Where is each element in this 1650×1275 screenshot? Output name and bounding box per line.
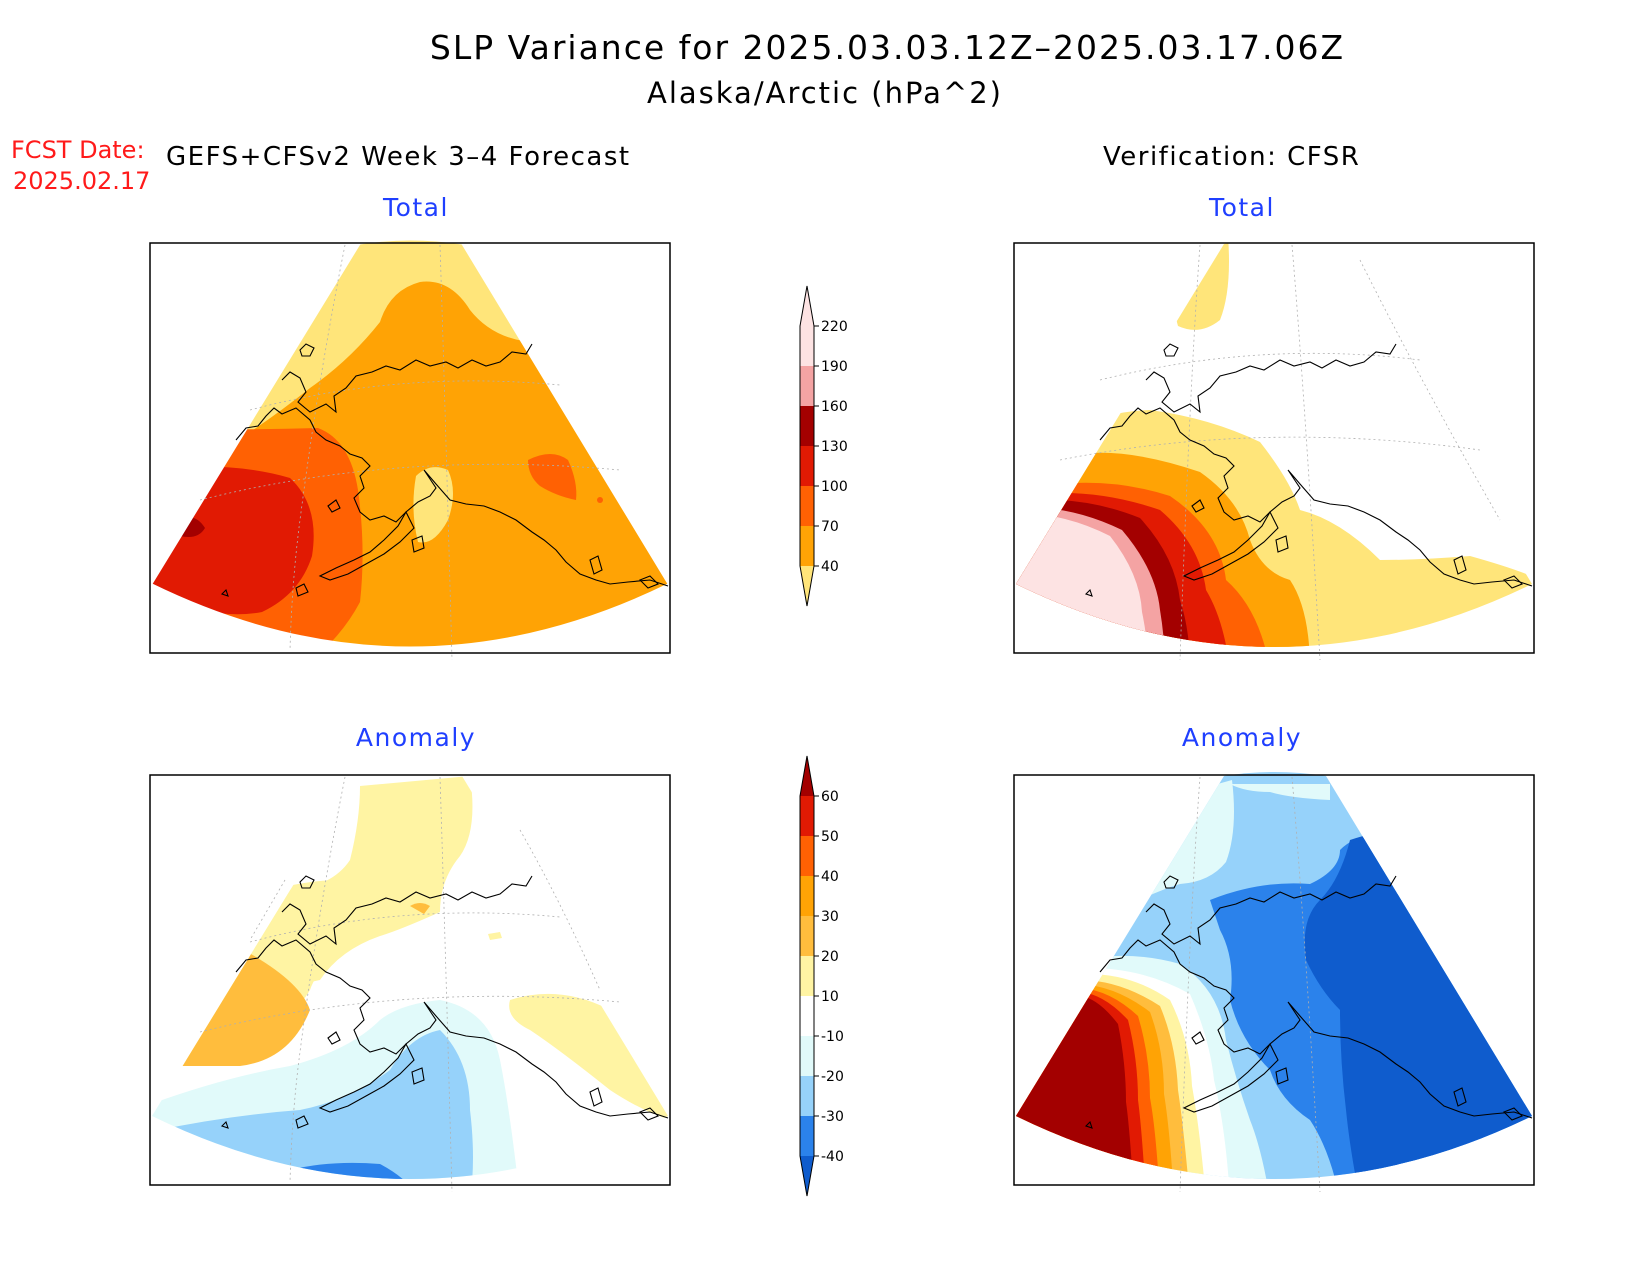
colorbar-swatch [800, 836, 814, 876]
figure-title: SLP Variance for 2025.03.03.12Z–2025.03.… [429, 28, 1346, 67]
colorbar-swatch [800, 526, 814, 566]
colorbar-tick-label: 130 [821, 439, 848, 455]
colorbar-swatch [800, 956, 814, 996]
colorbar-swatch [800, 286, 814, 326]
panel-title-forecast-total: Total [383, 193, 449, 222]
colorbar-tick-label: -30 [821, 1109, 844, 1125]
colorbar-swatch [800, 366, 814, 406]
verification-anomaly-map [1013, 772, 1535, 1193]
anomaly-colorbar: -40 -30 -20 -10 10 20 30 40 50 60 [799, 755, 844, 1197]
colorbar-swatch [800, 1036, 814, 1076]
colorbar-tick-label: 60 [821, 789, 839, 805]
panel-title-verification-total: Total [1209, 193, 1275, 222]
forecast-anomaly-map [149, 774, 671, 1193]
colorbar-swatch [800, 756, 814, 796]
forecast-column-header: GEFS+CFSv2 Week 3–4 Forecast [166, 142, 631, 172]
colorbar-tick-label: 30 [821, 909, 839, 925]
verification-total-map [1013, 240, 1535, 661]
fcst-date-label: FCST Date: [11, 136, 145, 164]
colorbar-swatch [800, 1076, 814, 1116]
figure-subtitle: Alaska/Arctic (hPa^2) [647, 76, 1003, 110]
colorbar-swatch [800, 876, 814, 916]
colorbar-tick-label: 40 [821, 869, 839, 885]
colorbar-tick-label: 100 [821, 479, 848, 495]
colorbar-swatch [800, 996, 814, 1036]
colorbar-swatch [800, 326, 814, 366]
colorbar-swatch [800, 406, 814, 446]
colorbar-swatch [800, 796, 814, 836]
colorbar-swatch [800, 446, 814, 486]
colorbar-swatch [800, 916, 814, 956]
colorbar-tick-label: 190 [821, 359, 848, 375]
colorbar-swatch [800, 566, 814, 606]
colorbar-tick-label: 20 [821, 949, 839, 965]
colorbar-swatch [800, 1116, 814, 1156]
colorbar-tick-label: 50 [821, 829, 839, 845]
colorbar-tick-label: 40 [821, 559, 839, 575]
colorbar-tick-label: 10 [821, 989, 839, 1005]
colorbar-tick-label: 70 [821, 519, 839, 535]
colorbar-tick-label: -10 [821, 1029, 844, 1045]
colorbar-swatch [800, 1156, 814, 1196]
colorbar-tick-label: -40 [821, 1149, 844, 1165]
verification-column-header: Verification: CFSR [1103, 142, 1361, 172]
colorbar-tick-label: 220 [821, 319, 848, 335]
colorbar-tick-label: 160 [821, 399, 848, 415]
colorbar-swatch [800, 486, 814, 526]
panel-title-verification-anomaly: Anomaly [1181, 723, 1303, 752]
forecast-total-map [149, 239, 671, 661]
fcst-date-value: 2025.02.17 [13, 167, 151, 195]
total-colorbar: 40 70 100 130 160 190 220 [799, 285, 848, 607]
panel-title-forecast-anomaly: Anomaly [355, 723, 477, 752]
colorbar-tick-label: -20 [821, 1069, 844, 1085]
